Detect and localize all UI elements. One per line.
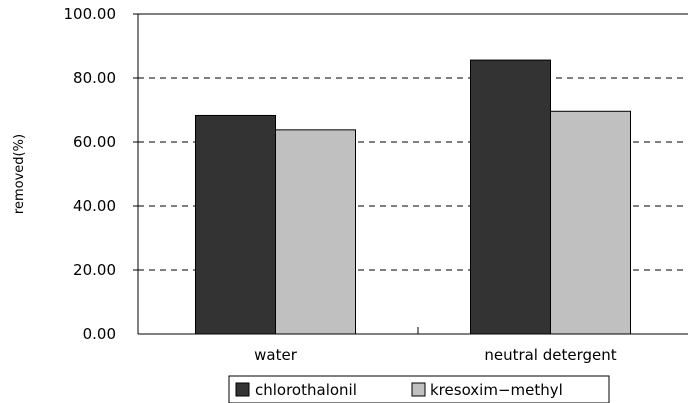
y-tick-label: 40.00 [73, 197, 116, 215]
x-category-labels: water neutral detergent [254, 346, 617, 364]
legend-swatch-kresoxim-methyl [411, 382, 426, 397]
y-tick-label: 0.00 [83, 325, 116, 343]
y-tick-labels: 0.00 20.00 40.00 60.00 80.00 100.00 [64, 5, 117, 343]
y-tick-label: 80.00 [73, 69, 116, 87]
axes [137, 13, 688, 335]
x-category-label: water [254, 346, 298, 364]
y-axis-title: removed(%) [12, 134, 27, 214]
y-tick-label: 20.00 [73, 261, 116, 279]
y-tick-label: 60.00 [73, 133, 116, 151]
legend: chlorothalonil kresoxim−methyl [228, 375, 610, 403]
legend-label-kresoxim-methyl: kresoxim−methyl [430, 381, 563, 399]
bar-chlorothalonil-neutral-detergent [470, 59, 551, 335]
bar-chlorothalonil-water [195, 114, 276, 335]
y-tick-label: 100.00 [64, 5, 117, 23]
legend-swatch-chlorothalonil [235, 382, 250, 397]
bars [195, 59, 631, 335]
bar-kresoxim-methyl-neutral-detergent [550, 110, 631, 335]
bar-kresoxim-methyl-water [275, 129, 356, 335]
x-category-label: neutral detergent [484, 346, 616, 364]
legend-label-chlorothalonil: chlorothalonil [255, 381, 357, 399]
